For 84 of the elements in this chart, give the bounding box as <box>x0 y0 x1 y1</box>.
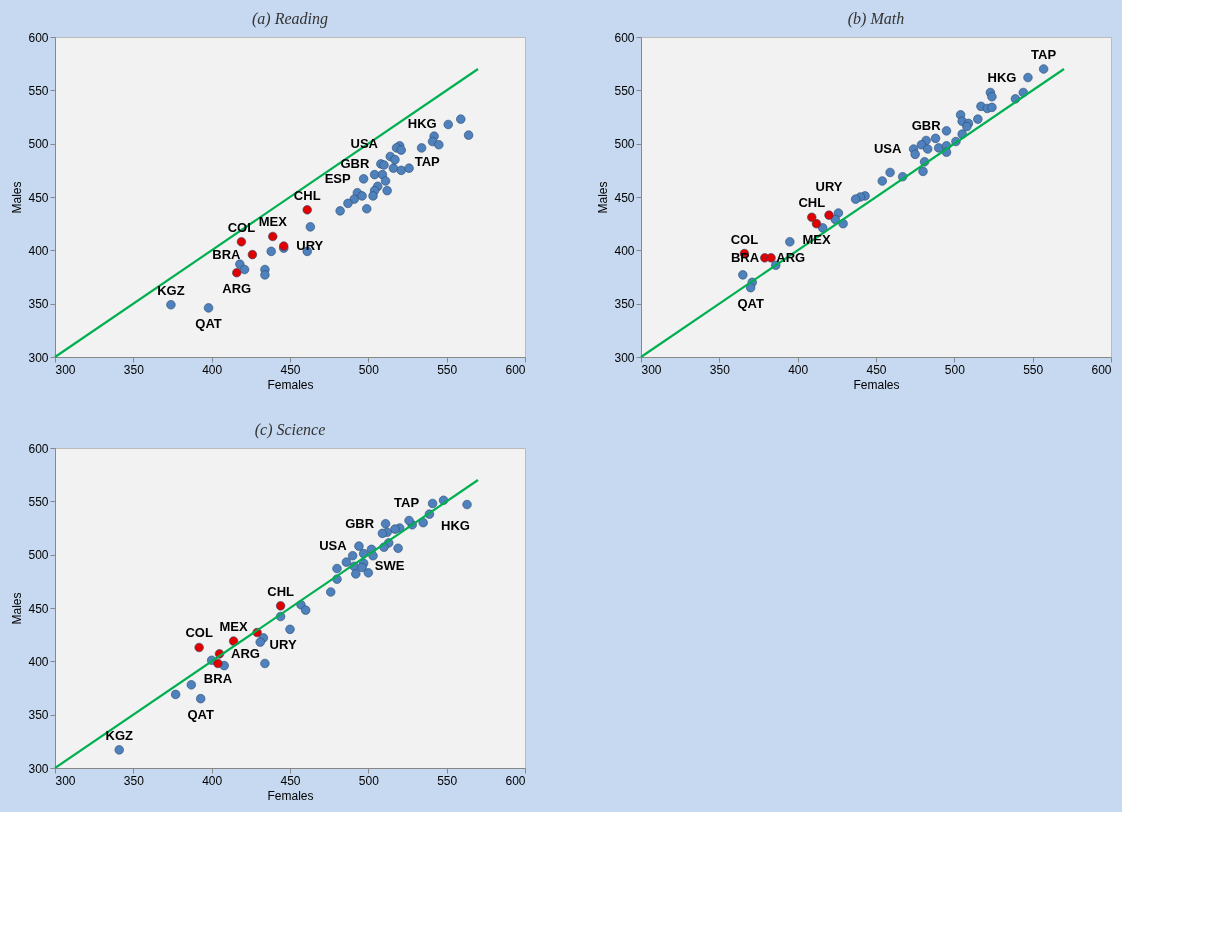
annotation: QAT <box>195 315 222 331</box>
y-tick-label: 600 <box>28 441 49 456</box>
x-tick-label: 450 <box>866 362 887 377</box>
y-tick-label: 350 <box>28 297 49 312</box>
x-tick-label: 350 <box>123 362 145 377</box>
x-tick-label: 600 <box>505 773 526 788</box>
x-tick-label: 350 <box>123 773 145 788</box>
y-tick-label: 450 <box>28 601 49 616</box>
annotation: ARG <box>231 645 260 661</box>
annotation: CHL <box>293 187 321 203</box>
x-tick-label: 400 <box>788 362 809 377</box>
annotation: HKG <box>440 518 470 534</box>
y-tick-label: 550 <box>28 83 49 98</box>
y-tick-label: 300 <box>28 350 49 365</box>
annotation: BRA <box>212 246 242 262</box>
annotation: TAP <box>414 154 441 170</box>
y-tick-label: 600 <box>28 30 49 45</box>
y-tick-label: 300 <box>28 761 49 776</box>
y-tick-label: 350 <box>614 297 635 312</box>
y-tick-label: 450 <box>28 190 49 205</box>
y-tick-label: 450 <box>614 190 635 205</box>
chart-title: (c) Science <box>254 421 326 439</box>
annotation: ARG <box>222 280 252 296</box>
y-tick-label: 600 <box>614 30 635 45</box>
annotation: ESP <box>324 170 351 186</box>
x-tick-label: 600 <box>1091 362 1112 377</box>
annotation: TAP <box>394 495 420 511</box>
x-tick-label: 450 <box>280 773 301 788</box>
x-tick-label: 500 <box>358 362 380 377</box>
annotation: CHL <box>267 583 295 599</box>
y-axis-title: Males <box>10 592 25 625</box>
annotation: COL <box>730 231 759 247</box>
annotation: COL <box>185 625 213 641</box>
y-axis-title: Males <box>10 181 25 214</box>
annotation: HKG <box>407 116 437 132</box>
y-tick-label: 550 <box>614 83 635 98</box>
annotation: HKG <box>987 69 1017 85</box>
annotation: USA <box>319 538 348 554</box>
y-tick-label: 400 <box>28 243 49 258</box>
annotation: URY <box>815 179 843 195</box>
annotation: KGZ <box>105 727 134 743</box>
annotation: URY <box>296 238 324 254</box>
annotation: QAT <box>187 706 214 722</box>
y-tick-label: 500 <box>614 137 635 152</box>
x-tick-label: 500 <box>944 362 966 377</box>
x-tick-label: 550 <box>437 362 458 377</box>
annotation: KGZ <box>157 282 185 298</box>
annotation: QAT <box>737 295 764 311</box>
annotation: GBR <box>340 155 370 171</box>
annotation: TAP <box>1031 47 1057 62</box>
annotation: GBR <box>911 118 942 134</box>
annotation: USA <box>873 141 902 156</box>
x-tick-label: 400 <box>202 773 223 788</box>
x-tick-label: 500 <box>358 773 380 788</box>
annotation: MEX <box>258 214 288 230</box>
chart-title: (b) Math <box>847 10 905 28</box>
annotation: SWE <box>374 557 405 573</box>
annotation: BRA <box>730 249 760 265</box>
y-tick-label: 500 <box>28 137 49 152</box>
y-tick-label: 400 <box>28 654 49 669</box>
x-tick-label: 400 <box>202 362 223 377</box>
x-tick-label: 300 <box>641 362 662 377</box>
x-axis-title: Females <box>267 377 314 392</box>
x-axis-title: Females <box>267 788 314 803</box>
y-tick-label: 550 <box>28 494 49 509</box>
y-tick-label: 400 <box>614 243 635 258</box>
x-tick-label: 350 <box>709 362 731 377</box>
x-axis-title: Females <box>853 377 900 392</box>
y-tick-label: 350 <box>28 708 49 723</box>
x-tick-label: 450 <box>280 362 301 377</box>
x-tick-label: 550 <box>1023 362 1044 377</box>
annotation: GBR <box>345 515 375 531</box>
chart-title: (a) Reading <box>252 10 328 28</box>
x-tick-label: 300 <box>55 773 76 788</box>
annotation: MEX <box>219 619 249 635</box>
annotation: CHL <box>798 195 826 211</box>
annotation: BRA <box>203 671 233 687</box>
x-tick-label: 600 <box>505 362 526 377</box>
x-tick-label: 300 <box>55 362 76 377</box>
annotation: URY <box>269 636 297 652</box>
x-tick-label: 550 <box>437 773 458 788</box>
y-axis-title: Males <box>596 181 611 214</box>
y-tick-label: 500 <box>28 548 49 563</box>
y-tick-label: 300 <box>614 350 635 365</box>
